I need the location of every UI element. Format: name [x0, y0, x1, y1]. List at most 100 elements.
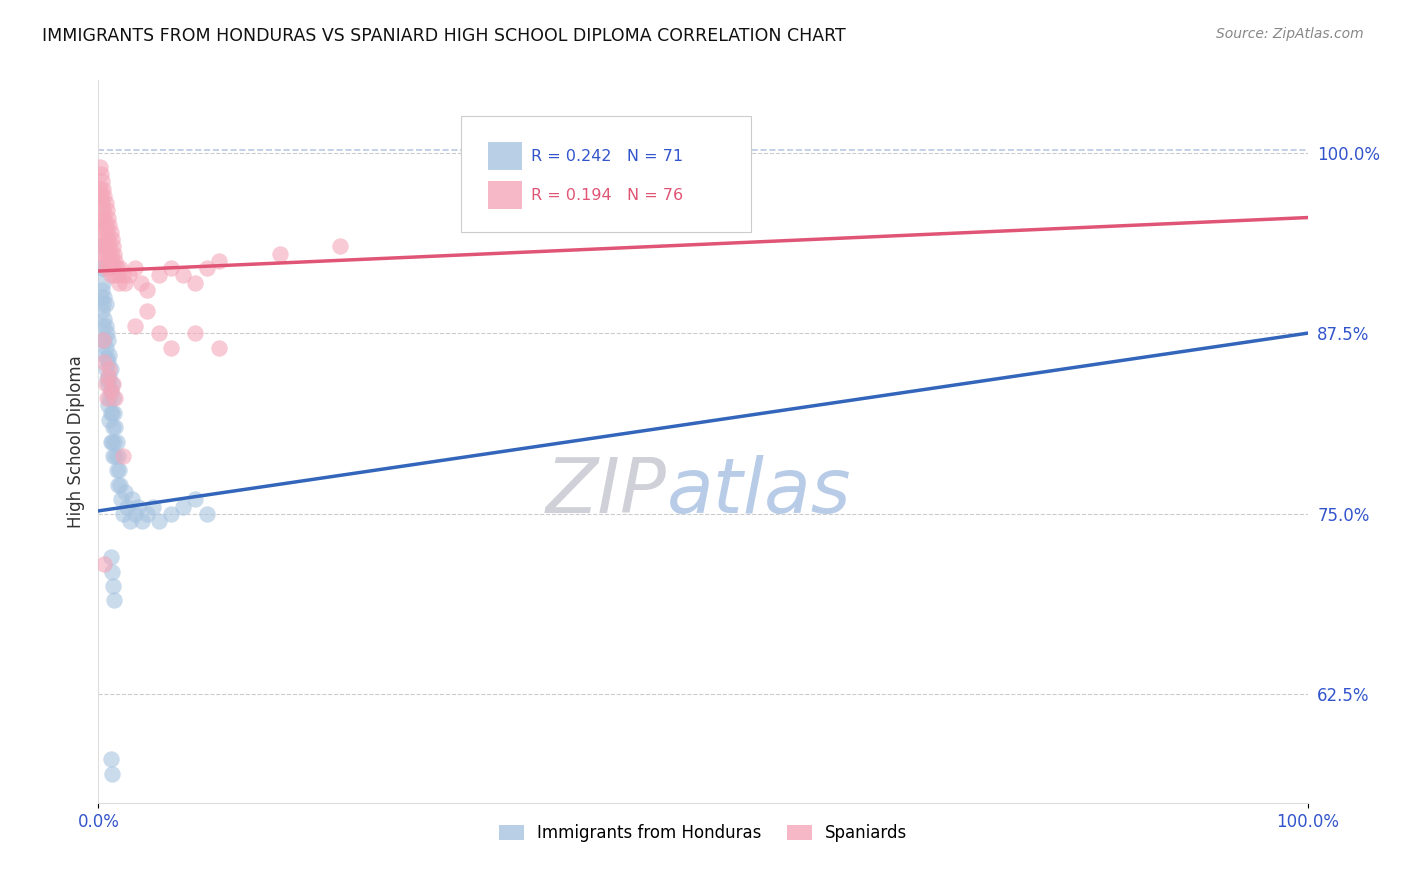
Point: [103, 434, 125, 449]
Point: [96, 246, 118, 260]
Point: [114, 485, 136, 500]
Point: [94, 341, 117, 355]
Point: [97, 253, 120, 268]
Point: [103, 593, 125, 607]
Point: [111, 268, 134, 283]
Point: [98, 413, 121, 427]
Point: [104, 253, 127, 268]
Point: [124, 318, 146, 333]
Point: [101, 579, 124, 593]
Point: [90, 261, 112, 276]
Point: [91, 304, 114, 318]
Point: [96, 326, 118, 341]
Point: [101, 261, 124, 276]
Point: [98, 391, 121, 405]
Point: [103, 268, 125, 283]
Point: [97, 355, 120, 369]
Point: [142, 500, 165, 514]
Point: [160, 341, 183, 355]
Point: [100, 362, 122, 376]
Point: [93, 558, 115, 572]
Point: [105, 463, 128, 477]
Point: [135, 283, 157, 297]
Point: [93, 355, 115, 369]
Point: [91, 239, 114, 253]
Point: [104, 420, 127, 434]
Point: [100, 550, 122, 565]
Point: [93, 290, 115, 304]
Point: [148, 268, 170, 283]
Point: [94, 239, 117, 253]
Point: [90, 189, 112, 203]
Point: [107, 478, 129, 492]
Point: [148, 326, 170, 341]
FancyBboxPatch shape: [488, 143, 522, 169]
Point: [100, 225, 122, 239]
Point: [96, 351, 118, 365]
Point: [97, 399, 120, 413]
Point: [208, 341, 231, 355]
Point: [91, 174, 114, 188]
Text: IMMIGRANTS FROM HONDURAS VS SPANIARD HIGH SCHOOL DIPLOMA CORRELATION CHART: IMMIGRANTS FROM HONDURAS VS SPANIARD HIG…: [42, 27, 846, 45]
Point: [90, 167, 112, 181]
Point: [94, 218, 117, 232]
Point: [101, 376, 124, 391]
Point: [90, 290, 112, 304]
Point: [160, 507, 183, 521]
Point: [91, 218, 114, 232]
Point: [117, 500, 139, 514]
Point: [93, 334, 115, 348]
Point: [91, 276, 114, 290]
Text: ZIP: ZIP: [546, 455, 666, 529]
Point: [100, 565, 122, 579]
Point: [89, 239, 111, 253]
Point: [103, 246, 125, 260]
Point: [100, 406, 122, 420]
Point: [111, 449, 134, 463]
Point: [195, 261, 218, 276]
Point: [94, 196, 117, 211]
Point: [94, 297, 117, 311]
Point: [91, 246, 114, 260]
Point: [135, 507, 157, 521]
Point: [94, 318, 117, 333]
Point: [100, 406, 122, 420]
Text: atlas: atlas: [666, 455, 851, 529]
Point: [118, 268, 141, 283]
Point: [124, 261, 146, 276]
Point: [89, 160, 111, 174]
Point: [104, 449, 127, 463]
Point: [110, 492, 132, 507]
Point: [101, 391, 124, 405]
Point: [91, 261, 114, 276]
Point: [195, 507, 218, 521]
Point: [91, 334, 114, 348]
Point: [172, 500, 194, 514]
Point: [100, 253, 122, 268]
Point: [105, 434, 128, 449]
Point: [91, 283, 114, 297]
Point: [98, 261, 121, 276]
Point: [100, 384, 122, 398]
Point: [104, 391, 127, 405]
Point: [100, 376, 122, 391]
Point: [172, 268, 194, 283]
Point: [108, 478, 131, 492]
Point: [98, 239, 121, 253]
Point: [184, 326, 207, 341]
Point: [90, 211, 112, 225]
Point: [148, 514, 170, 528]
Point: [98, 369, 121, 384]
Point: [160, 261, 183, 276]
Point: [93, 311, 115, 326]
Point: [97, 334, 120, 348]
Point: [108, 463, 131, 477]
Point: [111, 507, 134, 521]
Point: [94, 362, 117, 376]
Point: [93, 348, 115, 362]
Point: [96, 225, 118, 239]
Text: R = 0.194   N = 76: R = 0.194 N = 76: [531, 187, 683, 202]
Point: [107, 268, 129, 283]
Point: [97, 369, 120, 384]
Point: [97, 211, 120, 225]
